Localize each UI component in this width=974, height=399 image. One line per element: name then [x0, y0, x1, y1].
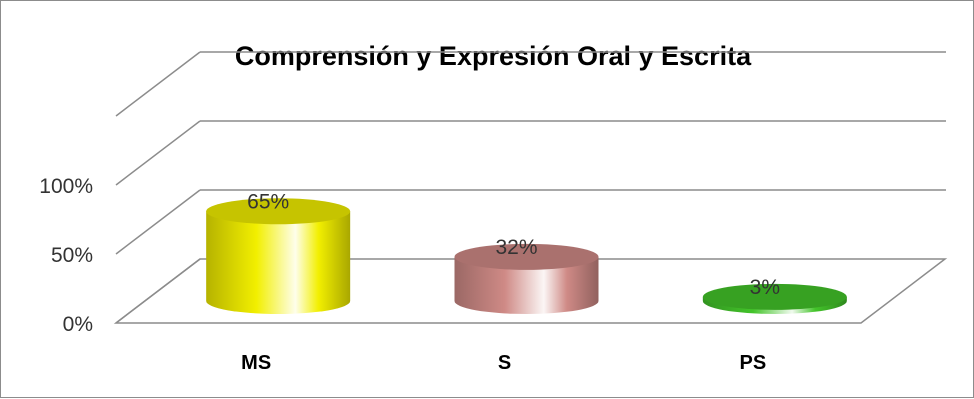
category-labels: MS S PS [241, 352, 766, 374]
bars [206, 198, 847, 314]
bar-top [702, 283, 847, 310]
data-label: 65% [247, 190, 289, 213]
bar-S [454, 243, 599, 314]
side-gridline [115, 51, 201, 117]
data-label: 32% [495, 236, 537, 259]
y-tick-label: 0% [63, 313, 93, 336]
category-label: MS [241, 352, 271, 374]
side-gridline [115, 120, 201, 186]
y-axis-ticks: 0% 50% 100% [39, 175, 93, 336]
side-gridline [115, 258, 201, 324]
bar-PS [702, 283, 847, 314]
bar-body [206, 211, 351, 314]
data-label: 3% [750, 276, 780, 299]
side-gridline [115, 189, 201, 255]
category-label: S [498, 352, 511, 374]
chart-walls [113, 51, 948, 324]
bar-top [454, 243, 599, 270]
y-tick-label: 50% [51, 244, 93, 267]
bar-MS [206, 198, 351, 314]
chart-title: Comprensión y Expresión Oral y Escrita [235, 41, 752, 71]
data-labels: 65% 32% 3% [247, 190, 780, 299]
bar-body [454, 256, 599, 314]
category-label: PS [739, 352, 766, 374]
bar-top [206, 198, 351, 225]
y-tick-label: 100% [39, 175, 93, 198]
